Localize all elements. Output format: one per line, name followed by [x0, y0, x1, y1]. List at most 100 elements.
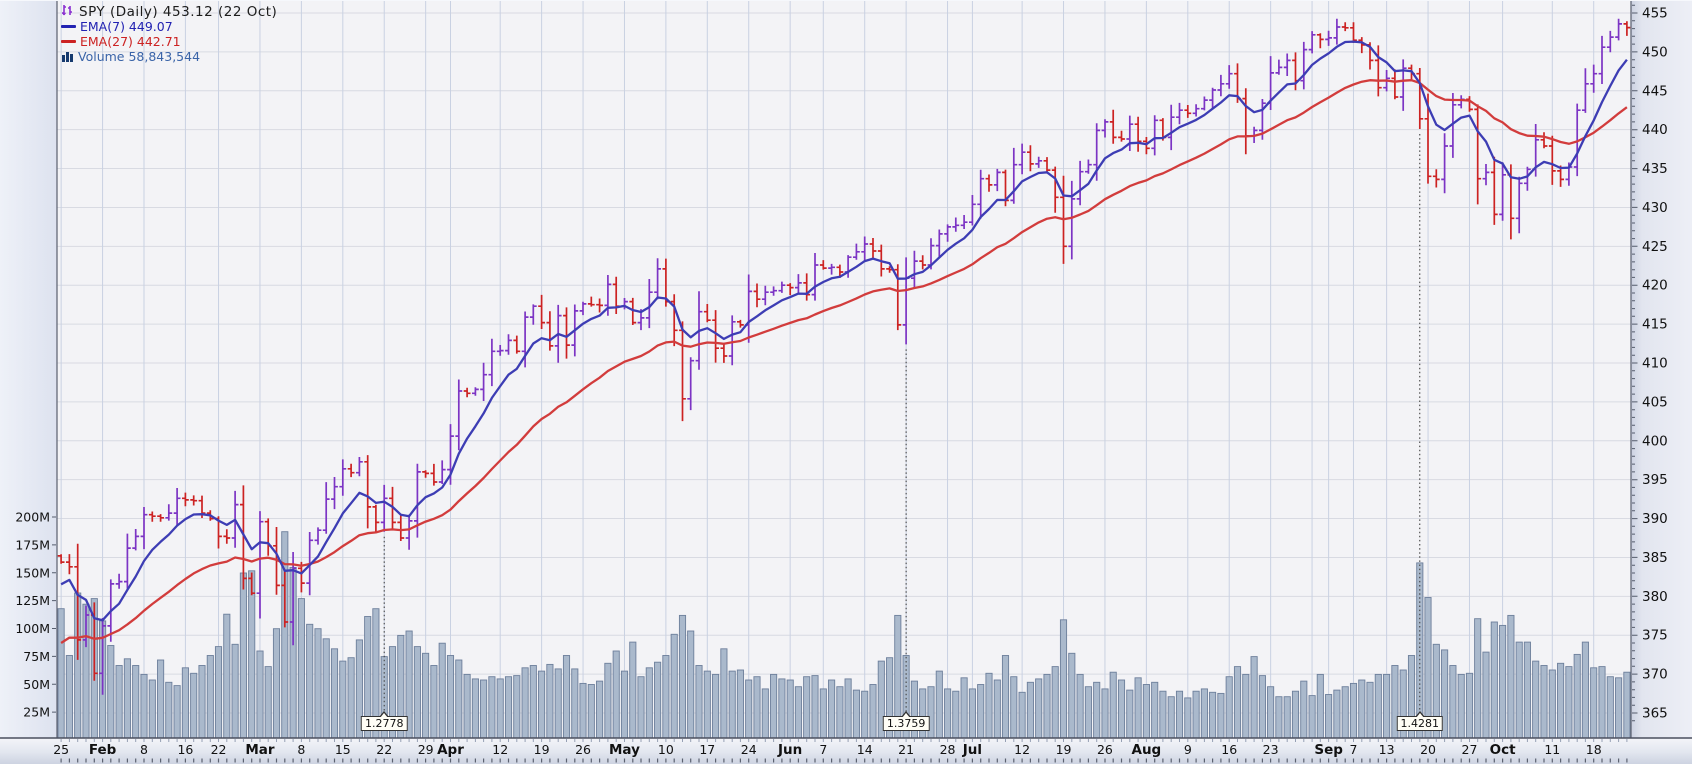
ohlc-bar-up	[1035, 156, 1043, 168]
ohlc-bar-down	[1350, 22, 1357, 43]
ohlc-bar-down	[1490, 156, 1498, 225]
ohlc-bar-down	[1540, 132, 1548, 149]
ohlc-bar-up	[124, 533, 131, 589]
chart-legend: SPY (Daily) 453.12 (22 Oct) EMA(7) 449.0…	[61, 4, 277, 64]
volume-bar	[157, 659, 165, 739]
axis-labels[interactable]: 455 450 445 440 435 430 425 420 415 410 405 400 395 3…	[15, 4, 1668, 763]
ohlc-bar-up	[1275, 59, 1283, 75]
ohlc-bar-up	[935, 229, 943, 257]
volume-bar	[513, 675, 521, 739]
ohlc-bar-up	[1482, 164, 1490, 186]
price-axis-label: 380	[1642, 589, 1668, 605]
x-axis-day-label: 16	[177, 742, 193, 757]
ohlc-bar-up	[529, 304, 537, 325]
volume-bar	[968, 688, 976, 739]
ohlc-bar-down	[281, 570, 289, 628]
volume-bar	[1250, 656, 1258, 739]
volume-bar	[1076, 673, 1084, 739]
daily-ticks-lower	[60, 758, 1628, 763]
ohlc-bar-up	[1615, 18, 1622, 41]
volume-bar	[637, 676, 645, 739]
volume-bar	[770, 673, 778, 739]
ohlc-bar-up	[488, 338, 496, 387]
x-axis-day-label: 12	[492, 742, 508, 757]
ohlc-bar-down	[1184, 105, 1192, 118]
ohlc-bar-up	[1225, 65, 1233, 89]
x-axis-day-label: 11	[1544, 742, 1560, 757]
price-axis-label: 405	[1642, 394, 1668, 410]
ohlc-bar-up	[1126, 115, 1134, 151]
volume-bar	[1581, 641, 1589, 739]
ohlc-bar-down	[894, 264, 902, 331]
volume-bar	[297, 598, 305, 739]
daily-ticks-upper	[60, 739, 1628, 742]
volume-bar	[1035, 678, 1043, 739]
legend-ema27-text: EMA(27) 442.71	[80, 34, 181, 49]
volume-bar	[1101, 688, 1109, 739]
ohlc-bar-down	[1043, 157, 1051, 174]
volume-bar	[239, 572, 247, 739]
volume-bar	[455, 659, 463, 739]
marker-notch-fill	[1415, 713, 1424, 718]
volume-bar	[1449, 665, 1457, 739]
volume-bar	[1482, 651, 1490, 739]
ohlc-bar-up	[778, 281, 786, 293]
ohlc-bar-up	[1598, 35, 1606, 84]
volume-bar	[446, 655, 455, 739]
right-axis-panel	[1631, 0, 1692, 764]
volume-bar	[1068, 652, 1076, 739]
x-axis-month-label: Jun	[777, 742, 802, 758]
ohlc-bar-up	[944, 224, 951, 242]
volume-bar	[264, 666, 272, 739]
ohlc-bar-up	[339, 459, 347, 496]
price-axis-label: 415	[1642, 317, 1668, 333]
volume-bar	[861, 690, 869, 739]
volume-bar	[546, 663, 554, 739]
price-axis-label: 450	[1642, 44, 1668, 60]
volume-bar	[1018, 691, 1026, 739]
ohlc-bar-down	[1474, 104, 1482, 205]
volume-bar	[579, 682, 587, 739]
x-axis-day-label: 29	[418, 742, 434, 757]
x-axis-day-label: 23	[1263, 742, 1279, 757]
ohlc-bar-up	[322, 482, 330, 534]
x-axis-day-label: 24	[741, 742, 757, 757]
ohlc-bar-up	[1515, 176, 1523, 234]
volume-bar	[496, 678, 504, 739]
ohlc-bar-down	[74, 543, 82, 660]
price-axis-label: 370	[1642, 667, 1668, 683]
ohlc-bar-down	[347, 463, 355, 478]
ohlc-bar-down	[372, 504, 380, 533]
x-axis-day-label: 22	[376, 742, 392, 757]
volume-bar	[471, 678, 479, 739]
ohlc-bar-up	[1167, 104, 1175, 151]
volume-bar	[1532, 660, 1540, 739]
volume-bar	[587, 684, 595, 739]
price-axis-label: 385	[1642, 550, 1668, 566]
price-axis-label: 390	[1642, 511, 1668, 527]
ohlc-bar-down	[985, 174, 993, 192]
ohlc-bar-down	[1109, 109, 1117, 144]
ohlc-bar-up	[256, 511, 264, 619]
volume-bar	[794, 686, 802, 739]
volume-bar	[504, 676, 513, 739]
ohlc-bar-up	[654, 258, 661, 300]
volume-bar	[1175, 690, 1184, 739]
volume-bar	[1283, 696, 1291, 739]
ohlc-bar-down	[546, 311, 554, 351]
ohlc-bar-down	[1118, 130, 1125, 142]
ohlc-bar-down	[720, 343, 728, 363]
price-axis-label: 395	[1642, 472, 1668, 488]
volume-bar	[1084, 686, 1092, 739]
ohlc-bar-down	[422, 470, 429, 478]
ohlc-bar-down	[869, 238, 877, 259]
ohlc-bar-up	[1085, 159, 1092, 174]
ohlc-bar-down	[670, 294, 678, 347]
ohlc-bar-down	[1143, 137, 1150, 155]
ohlc-bar-down	[430, 463, 438, 486]
volume-bar	[1126, 689, 1134, 739]
ohlc-bar-down	[1432, 169, 1440, 188]
volume-bar	[248, 570, 256, 739]
